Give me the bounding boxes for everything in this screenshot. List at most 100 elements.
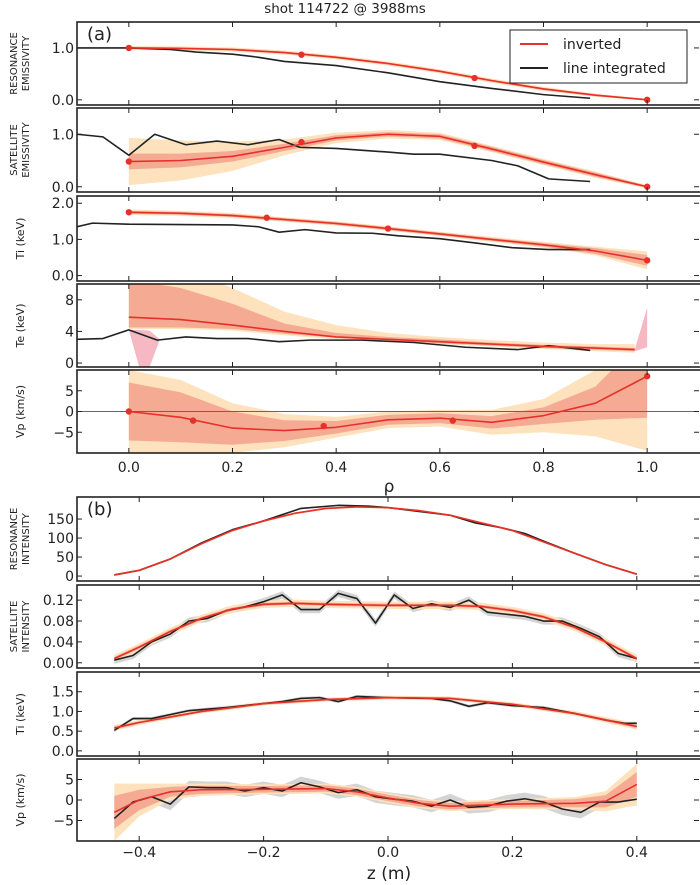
knot-point: [384, 225, 392, 232]
axes-frame: [76, 107, 700, 193]
plot-area: [77, 130, 651, 190]
ytick-label: 100: [47, 531, 74, 547]
ytick-label: 0.00: [43, 656, 74, 672]
ytick-label: 8: [65, 293, 74, 309]
inverted-band-outer: [114, 505, 637, 577]
ytick-label: 2.0: [52, 196, 74, 212]
ytick-label: 0: [65, 569, 74, 585]
inverted-band-outer: [114, 599, 637, 663]
xtick-label: −0.2: [247, 845, 281, 861]
plot-area: [113, 763, 638, 841]
ytick-label: −5: [53, 814, 74, 830]
line-integrated-band: [114, 589, 637, 664]
xtick-label: −0.4: [122, 845, 156, 861]
plot-area: [113, 589, 638, 664]
knot-point: [643, 257, 651, 264]
panel-label: (a): [87, 24, 112, 45]
knot-point: [320, 422, 327, 430]
inverted-band-outer: [128, 130, 648, 189]
inverted-band-inner: [128, 132, 648, 188]
panel-1: 0.0 1.0 SATELLITE EMISSIVITY: [9, 107, 700, 196]
ytick-label: 4: [65, 324, 74, 340]
xtick-label: 0.8: [532, 460, 554, 476]
y-axis-label: RESONANCE: [9, 508, 20, 571]
y-axis-label: SATELLITE: [9, 124, 20, 176]
ytick-label: 0.08: [43, 614, 74, 630]
inverted-band-inner: [114, 506, 637, 576]
xtick-label: 0.0: [377, 845, 399, 861]
panel-label: (b): [87, 499, 112, 520]
line-integrated-series: [77, 47, 591, 100]
knot-point: [471, 142, 478, 149]
knot-point: [125, 158, 133, 165]
axes-frame: [76, 283, 700, 368]
x-axis-label: ρ: [384, 477, 395, 497]
inverted-band-outer: [128, 284, 635, 353]
line-integrated-series: [114, 504, 638, 576]
y-axis-label: Vp (km/s): [14, 773, 27, 826]
ytick-label: 0.0: [52, 269, 74, 285]
panel-6: 0.00 0.04 0.08 0.12 SATELLITE INTENSITY: [9, 584, 700, 672]
xtick-label: 1.0: [636, 460, 658, 476]
xtick-label: 0.6: [429, 460, 451, 476]
knot-point: [263, 214, 270, 221]
ytick-label: 50: [56, 550, 74, 566]
panel-2: 0.0 1.0 2.0 Ti (keV): [14, 195, 700, 285]
ytick-label: 0: [65, 793, 74, 809]
knot-point: [298, 51, 305, 58]
inverted-band-inner: [128, 210, 648, 266]
xtick-label: 0.2: [221, 460, 243, 476]
axes-frame: [76, 671, 700, 757]
inverted-series: [128, 375, 648, 432]
plot-area: [114, 504, 638, 577]
inverted-series: [114, 696, 637, 729]
inverted-series: [128, 211, 648, 262]
inverted-series: [113, 602, 638, 660]
ytick-label: 1.0: [52, 704, 74, 720]
knot-point: [125, 209, 133, 216]
line-integrated-series: [77, 133, 591, 183]
xtick-label: 0.2: [501, 845, 523, 861]
panel-8: −5 0 5 −0.4 −0.2 0.0 0.2 0.4 z (m) Vp (km/s): [14, 758, 700, 884]
knot-point: [298, 138, 305, 146]
ytick-label: 0.0: [52, 744, 74, 760]
axes-frame: [76, 496, 700, 582]
y-axis-label: EMISSIVITY: [21, 121, 32, 177]
line-integrated-series: [77, 222, 591, 251]
inverted-band-inner: [114, 772, 637, 829]
inverted-series: [128, 47, 648, 101]
inverted-band-inner: [128, 370, 648, 445]
inverted-series: [114, 506, 638, 576]
legend: inverted line integrated: [509, 29, 688, 84]
y-axis-label: Te (keV): [14, 304, 27, 349]
inverted-series: [128, 133, 648, 188]
knot-point: [449, 417, 456, 424]
ytick-label: 0.0: [52, 93, 74, 109]
inverted-band-inner: [114, 601, 637, 661]
ytick-label: 1.0: [52, 41, 74, 57]
extra-band: [634, 307, 648, 352]
knot-point: [643, 373, 651, 380]
ytick-label: 150: [47, 512, 74, 528]
ytick-label: 0.0: [52, 180, 74, 196]
inverted-band-outer: [128, 209, 648, 270]
ytick-label: 5: [65, 773, 74, 789]
y-axis-label: INTENSITY: [21, 600, 32, 653]
ytick-label: 5: [65, 384, 74, 400]
axes-frame: [76, 584, 700, 669]
ytick-label: 0.12: [43, 593, 74, 609]
axes-frame: [76, 21, 700, 106]
inverted-series: [113, 783, 638, 814]
legend-box: [509, 29, 688, 84]
y-axis-label: Ti (keV): [14, 218, 27, 261]
plot-area: [77, 44, 651, 104]
legend-entry: line integrated: [563, 61, 666, 77]
inverted-series: [128, 316, 635, 351]
knot-point: [189, 417, 197, 424]
ytick-label: 0: [65, 405, 74, 421]
xtick-label: 0.4: [626, 845, 648, 861]
ytick-label: 1.0: [52, 232, 74, 248]
knot-point: [125, 44, 133, 52]
y-axis-label: SATELLITE: [9, 601, 20, 653]
